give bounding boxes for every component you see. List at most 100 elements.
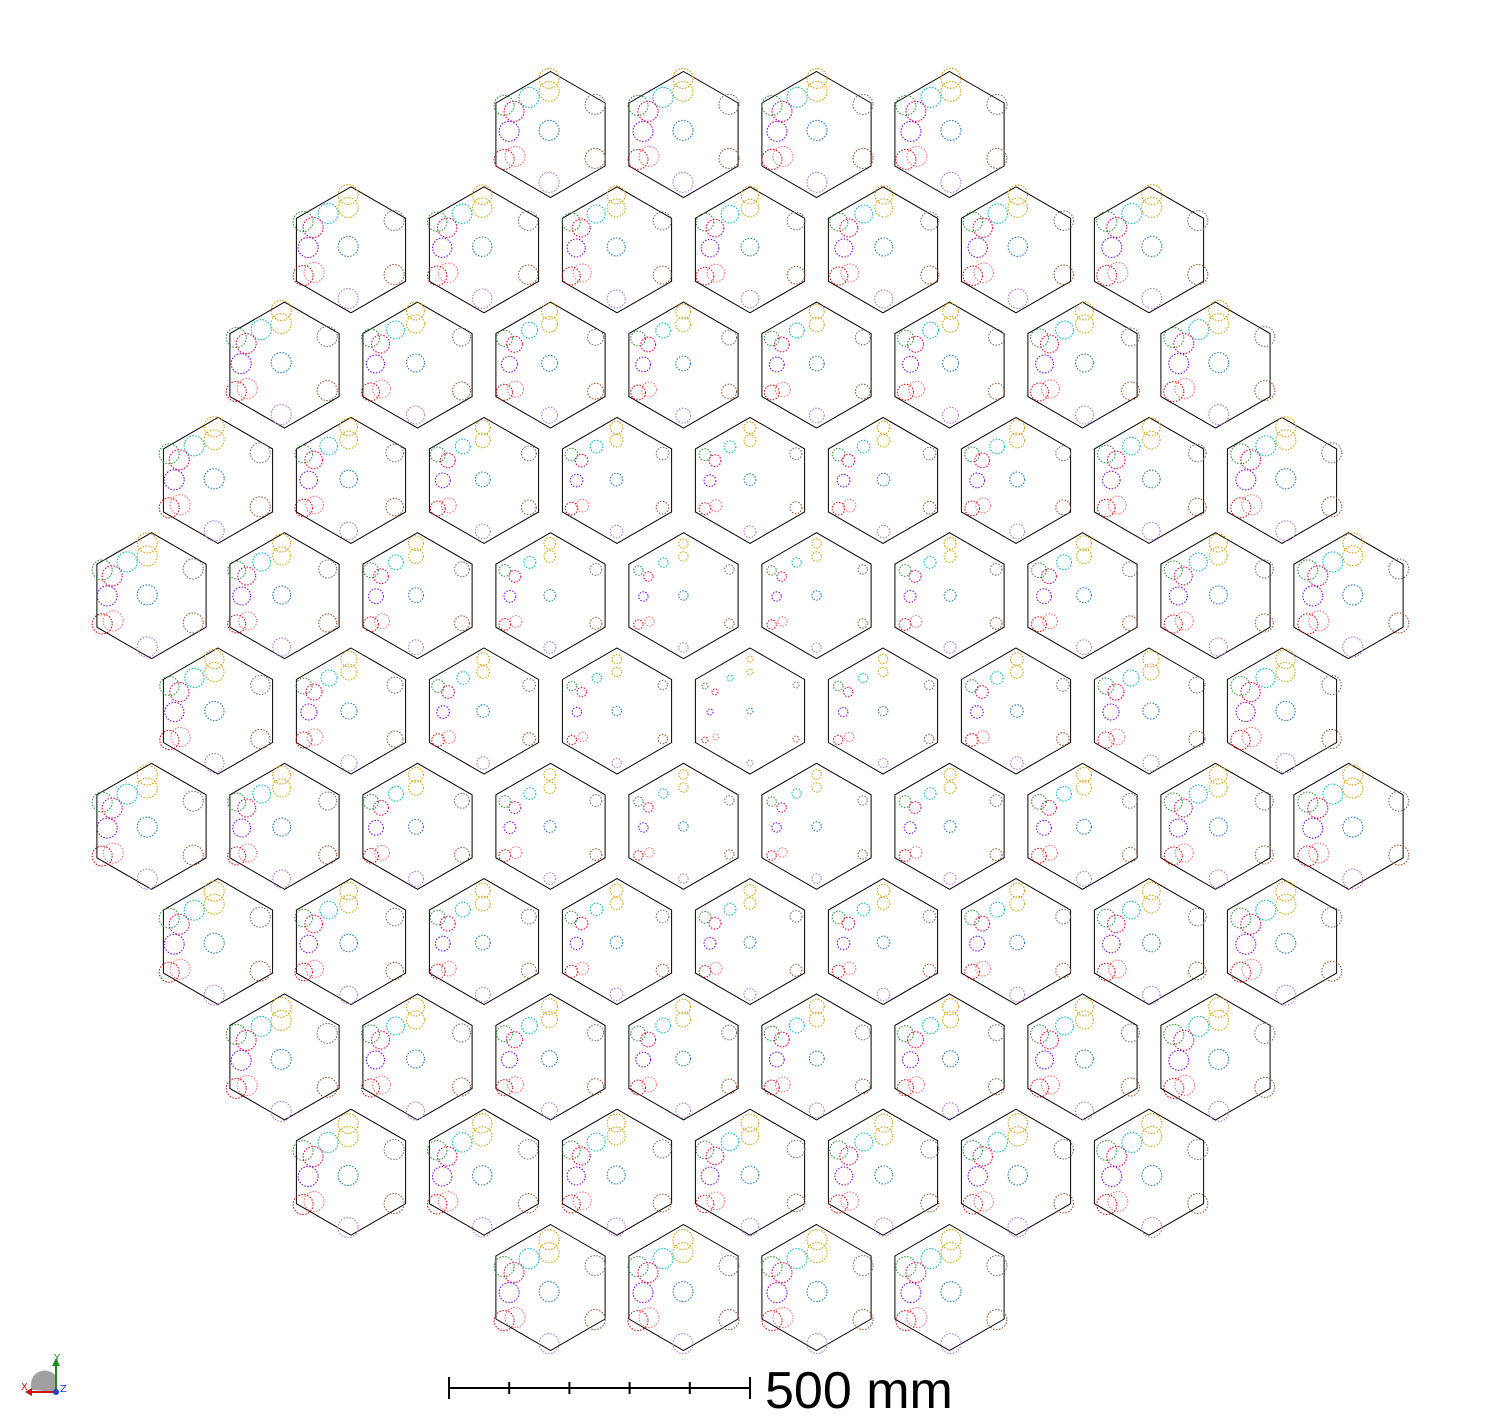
spot-cyan [589,439,604,454]
spot-gray [920,1139,940,1159]
spot-blue [941,1050,960,1068]
hex-segment [960,184,1075,314]
spot-crimson [436,1146,458,1167]
hex-outline [1226,416,1338,544]
spot-brown [386,730,404,748]
spot-lilac [678,642,689,653]
spot-blue [1342,816,1364,838]
spot-green [292,210,314,233]
spot-violet [232,586,252,606]
spot-crimson [975,685,989,699]
axes-triad: Y X Z [21,1353,67,1396]
spot-lilac [1141,985,1161,1005]
spot-cyan [1054,320,1075,340]
spot-blue [337,1164,359,1187]
spot-red [627,148,649,170]
spot-brown [920,1193,940,1213]
hex-outline [894,1223,1005,1352]
spot-cyan [591,672,603,684]
spot-lilac [672,171,694,193]
spot-crimson [436,217,458,238]
spot-olive [808,316,825,333]
spot-red [158,961,180,983]
spot-cyan [1121,202,1143,225]
spot-brown [517,264,539,285]
spot-green [426,211,448,232]
spot-lilac [474,523,491,540]
hex-outline [628,762,739,890]
spot-lilac [204,752,225,774]
spot-red [964,963,981,980]
spot-cyan [451,1132,473,1153]
spot-gray [789,909,803,923]
spot-gray [1187,443,1207,463]
spot-olive [272,778,292,798]
spot-salmon [305,959,325,979]
spot-blue [811,590,822,601]
spot-lilac [1342,868,1364,890]
spot-green [895,1256,917,1278]
spot-violet [834,1166,854,1186]
spot-gray [1187,209,1209,232]
spot-brown [718,1309,740,1331]
spot-salmon [1174,1074,1196,1096]
spot-violet [834,238,854,258]
spot-orange [1074,997,1095,1017]
hex-outline [362,301,473,429]
spot-crimson [1041,568,1057,585]
spot-green [627,94,649,116]
spot-crimson [771,100,793,122]
spot-crimson [773,1031,790,1048]
hex-outline [295,1108,407,1236]
spot-orange [1141,881,1161,901]
hex-outline [229,301,340,429]
spot-gray [250,674,271,696]
spot-blue [672,1281,694,1303]
spot-lilac [874,1217,894,1237]
spot-olive [136,545,158,567]
spot-gray [1321,442,1343,464]
spot-salmon [1241,958,1263,980]
spot-crimson [771,1262,793,1284]
spot-blue [609,472,624,487]
spot-lilac [740,1217,760,1237]
spot-gray [1122,561,1138,578]
spot-cyan [856,902,871,917]
spot-salmon [1040,1075,1061,1095]
spot-green [495,1025,514,1043]
spot-crimson [637,100,659,122]
spot-brown [454,846,470,863]
hex-segment [495,532,606,660]
spot-lilac [405,1101,426,1121]
spot-olive [474,895,491,912]
spot-violet [635,356,652,373]
spot-violet [771,822,782,833]
spot-lilac [337,1216,359,1239]
spot-orange [675,303,692,320]
spot-violet [365,1050,386,1070]
spot-orange [672,67,694,89]
spot-olive [471,197,493,218]
spot-cyan [923,787,937,801]
spot-cyan [920,1248,942,1270]
spot-lilac [1074,405,1095,425]
hex-outline [96,532,207,660]
spot-blue [203,468,225,490]
spot-violet [901,355,920,373]
spot-crimson [1039,334,1060,354]
spot-gray [520,908,537,925]
spot-orange [874,1113,894,1133]
spot-red [627,1310,649,1332]
spot-salmon [777,847,788,858]
spot-green [627,1256,649,1278]
spot-red [1096,264,1118,287]
spot-orange [609,420,624,435]
spot-green [498,795,512,809]
hex-outline [894,70,1005,199]
spot-brown [451,1077,472,1097]
spot-blue [408,587,424,604]
spot-blue [272,585,292,605]
spot-olive [606,198,626,218]
spot-violet [434,935,451,952]
spot-lilac [675,407,692,424]
